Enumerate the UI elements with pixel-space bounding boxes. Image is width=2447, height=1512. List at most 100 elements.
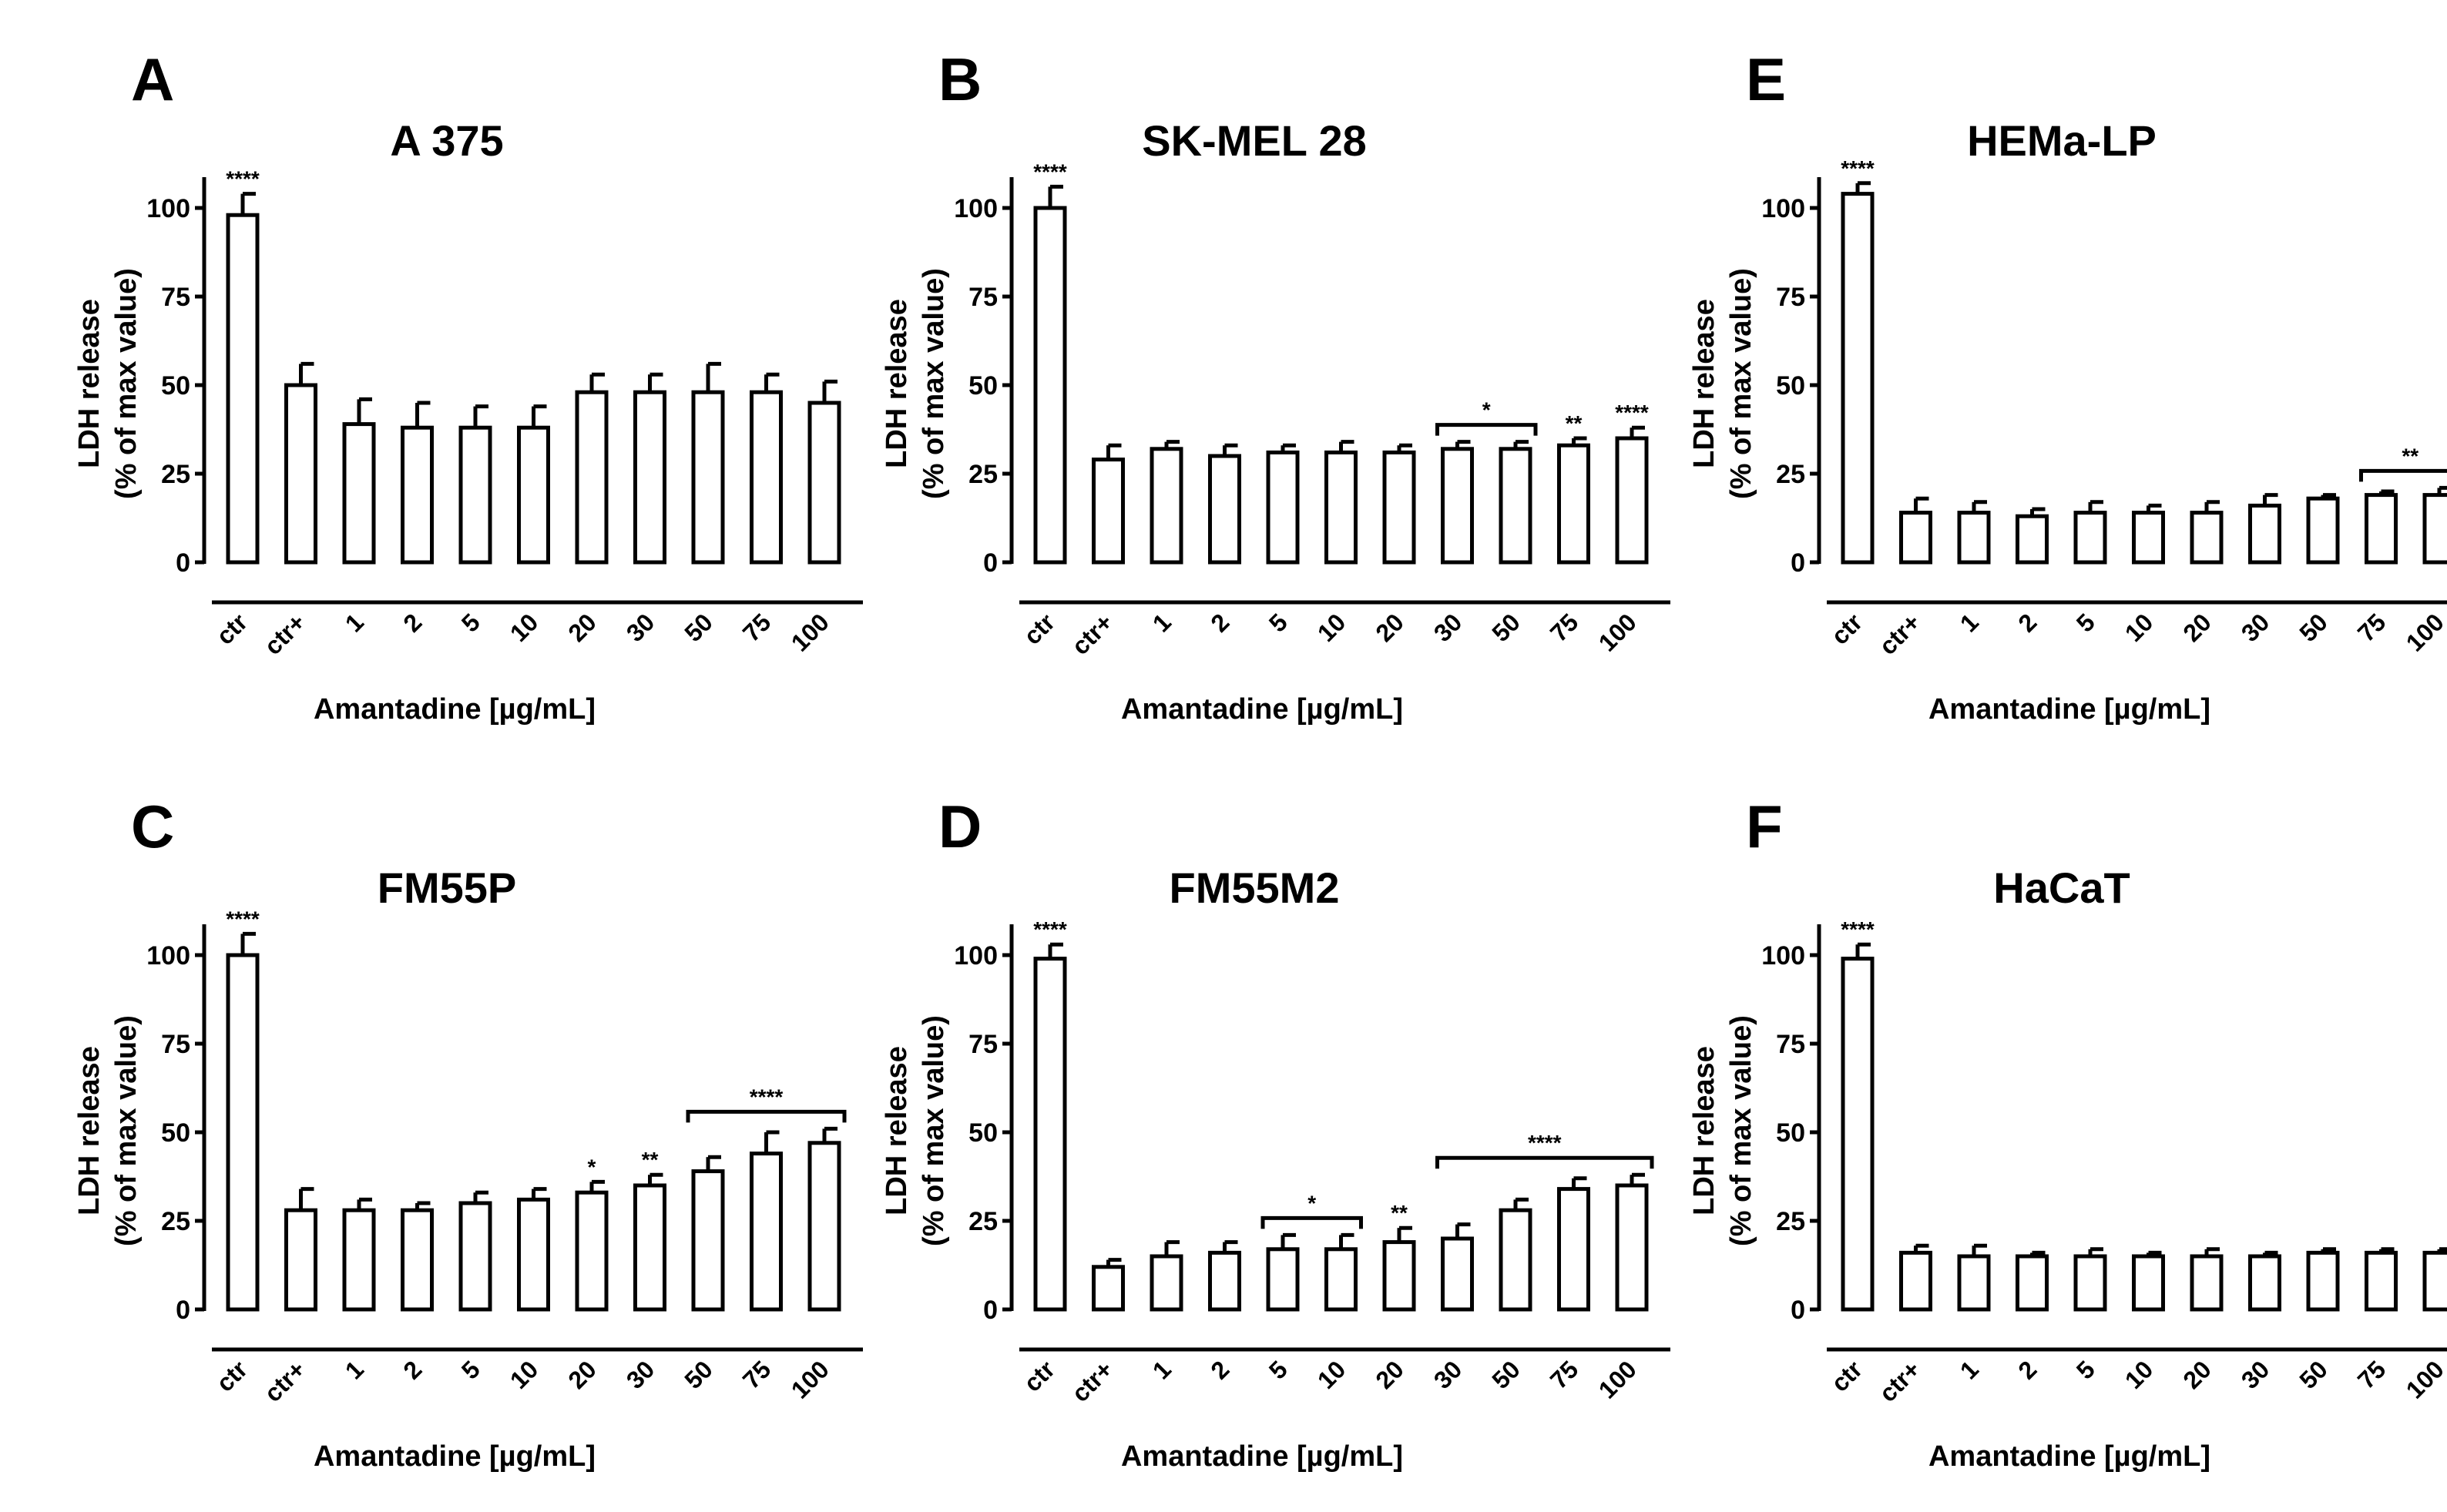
bar <box>2073 1254 2107 1312</box>
error-bar <box>1513 440 1529 449</box>
x-tick-label: 20 <box>562 1355 602 1394</box>
error-bar <box>2147 1250 2162 1256</box>
error-bar <box>1455 1222 1471 1239</box>
y-tick-label: 50 <box>968 1118 998 1148</box>
x-tick-label: 50 <box>2294 1355 2333 1394</box>
error-bar <box>473 404 488 428</box>
x-tick-label: 30 <box>621 1355 660 1394</box>
bar <box>2132 511 2165 565</box>
error-bar <box>1164 1240 1180 1256</box>
x-tick-label: 2 <box>2012 1355 2042 1384</box>
significance-bracket <box>686 1109 847 1123</box>
x-tick-label: 30 <box>1428 608 1468 647</box>
bar <box>1208 1250 1241 1312</box>
y-tick-label: 50 <box>161 371 190 401</box>
bar <box>2190 511 2224 565</box>
error-bar <box>1455 440 1471 449</box>
bar <box>1266 450 1300 565</box>
error-bar <box>2379 489 2395 495</box>
chart-title: FM55P <box>377 863 517 912</box>
error-bar <box>648 372 663 393</box>
x-tick-label: 30 <box>621 608 660 647</box>
panel-label: B <box>938 45 982 113</box>
panel-label: F <box>1746 793 1783 860</box>
bar <box>2016 1254 2049 1312</box>
chart-title: HaCaT <box>1993 863 2130 912</box>
bar <box>807 1141 841 1312</box>
error-bar <box>2030 507 2046 517</box>
bar <box>575 390 609 565</box>
bar <box>458 1201 492 1312</box>
x-tick-label: 2 <box>398 608 427 637</box>
bar <box>1441 447 1474 565</box>
x-tick-label: 10 <box>1312 1355 1351 1394</box>
error-bar <box>415 1201 431 1211</box>
panel-d: D FM55M2 LDH release (% of max value) Ama… <box>838 763 1670 1502</box>
y-tick-label: 50 <box>968 371 998 401</box>
error-bar <box>1048 184 1063 208</box>
x-tick-label: ctr+ <box>1066 1355 1119 1407</box>
error-bar <box>1972 500 1987 513</box>
panel-label: A <box>131 45 175 113</box>
error-bar <box>1914 1243 1929 1253</box>
error-bar <box>1106 1258 1122 1267</box>
y-tick-label: 50 <box>1776 371 1805 401</box>
bar <box>342 1208 376 1312</box>
y-tick-label: 100 <box>1761 941 1805 971</box>
significance-label: **** <box>750 1085 784 1108</box>
error-bar <box>1223 443 1238 456</box>
bar <box>2422 493 2447 565</box>
bar <box>2016 514 2049 565</box>
error-bar <box>1223 1240 1238 1253</box>
panel-label: E <box>1746 45 1787 113</box>
significance-label: ** <box>1566 411 1583 435</box>
error-bar <box>706 361 721 393</box>
x-tick-label: ctr <box>211 608 253 649</box>
x-tick-label: ctr+ <box>1874 608 1926 660</box>
x-tick-label: 100 <box>2401 608 2447 656</box>
panel-b: B SK-MEL 28 LDH release (% of max value) … <box>838 15 1670 755</box>
bar <box>1324 450 1358 565</box>
bar <box>1615 436 1649 565</box>
bar <box>1957 1254 1991 1312</box>
x-axis-title: Amantadine [µg/mL] <box>1928 1440 2210 1473</box>
y-tick-label: 75 <box>968 283 998 312</box>
x-axis-title: Amantadine [µg/mL] <box>1120 1440 1403 1473</box>
significance-label: **** <box>226 907 260 930</box>
x-tick-label: 30 <box>2236 1355 2275 1394</box>
chart-title: SK-MEL 28 <box>1142 116 1367 165</box>
significance-bracket <box>1435 423 1538 436</box>
y-tick-label: 75 <box>1776 283 1805 312</box>
x-tick-label: 5 <box>1264 608 1293 637</box>
x-tick-label: 1 <box>340 608 369 637</box>
x-tick-label: 2 <box>1205 608 1234 637</box>
y-tick-label: 25 <box>968 460 998 489</box>
error-bar <box>240 931 256 955</box>
x-tick-label: 100 <box>786 1355 834 1403</box>
error-bar <box>532 1187 547 1200</box>
x-axis-title: Amantadine [µg/mL] <box>313 693 596 726</box>
error-bar <box>240 192 256 216</box>
panel-a: A A 375 LDH release (% of max value) Aman… <box>31 15 863 755</box>
error-bar <box>1855 181 1871 194</box>
error-bar <box>2147 503 2162 513</box>
x-tick-label: 1 <box>1147 1355 1177 1384</box>
significance-label: ** <box>1391 1201 1408 1225</box>
x-tick-label: ctr+ <box>259 608 311 660</box>
y-tick-label: 0 <box>1791 1296 1805 1325</box>
y-tick-label: 25 <box>161 460 190 489</box>
bar <box>226 953 260 1312</box>
bar <box>1557 1187 1590 1312</box>
x-tick-label: 50 <box>679 608 718 647</box>
bar <box>517 425 550 565</box>
significance-label: **** <box>1033 917 1067 941</box>
bar <box>284 1208 317 1312</box>
significance-label: **** <box>226 167 260 191</box>
y-tick-label: 0 <box>176 548 190 578</box>
error-bar <box>1281 1232 1296 1249</box>
bar <box>1841 957 1875 1312</box>
error-bar <box>1972 1243 1987 1256</box>
x-tick-label: 50 <box>679 1355 718 1394</box>
bar <box>750 1152 783 1312</box>
